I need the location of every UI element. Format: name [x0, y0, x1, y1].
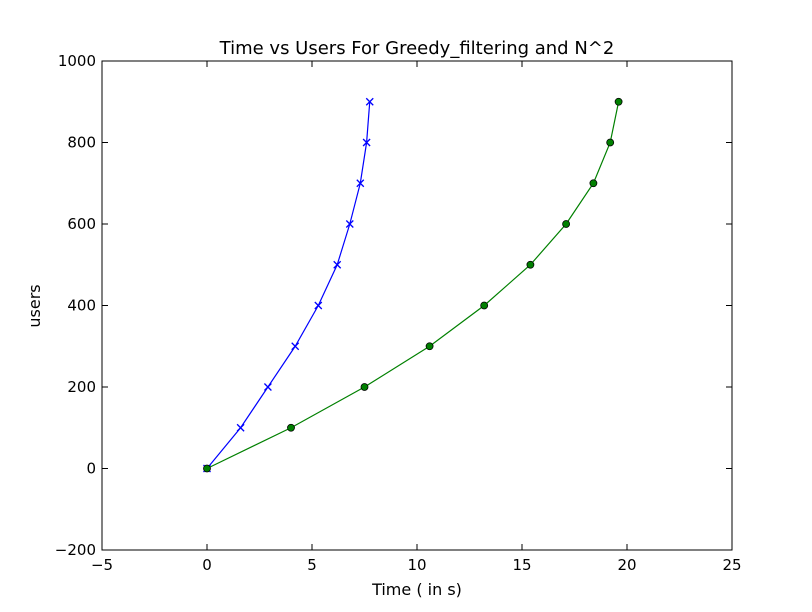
series-2-point [562, 220, 570, 228]
point-stroke [356, 179, 365, 188]
y-tick-label: 800 [67, 134, 96, 152]
x-tick-label: 15 [512, 556, 531, 574]
point-stroke [333, 260, 342, 269]
plot-area: −5 0 5 10 15 20 25 −200 0 200 400 600 800 1000 [55, 52, 742, 574]
x-tick-label: 10 [407, 556, 426, 574]
series-1-line [206, 101, 371, 469]
point-stroke [362, 138, 371, 147]
x-tick-label: −5 [91, 556, 113, 574]
series-2-line [206, 101, 620, 470]
series-1-point [345, 220, 354, 228]
x-tick-label: 20 [617, 556, 636, 574]
x-tick-label: 0 [202, 556, 212, 574]
series-1-point [365, 97, 374, 106]
series-2-point [360, 383, 369, 391]
y-tick-label: 400 [67, 297, 96, 315]
point-stroke [345, 220, 354, 228]
y-tick-label: 200 [67, 378, 96, 396]
series-2-point [614, 97, 623, 106]
x-axis-label: Time ( in s) [371, 580, 462, 599]
y-tick-label: 1000 [58, 52, 96, 70]
chart-title: Time vs Users For Greedy_filtering and N… [219, 38, 615, 59]
point-stroke [365, 97, 374, 106]
plot-frame [101, 60, 733, 551]
point-stroke [236, 423, 245, 432]
point-stroke [263, 383, 272, 391]
series-1-point [362, 138, 371, 147]
x-tick-label: 25 [722, 556, 741, 574]
series-1-point [356, 179, 365, 188]
series-2-point [287, 423, 295, 432]
series-2-point [589, 179, 598, 188]
x-tick-label: 5 [307, 556, 317, 574]
series-2-point [425, 342, 434, 351]
point-stroke [291, 342, 300, 351]
series-2-point [526, 260, 535, 269]
series-2-point [203, 464, 211, 473]
series-2-point [480, 301, 489, 310]
y-tick-label: −200 [55, 541, 96, 559]
series-1-point [263, 383, 272, 391]
series-2-point [606, 138, 615, 147]
series-1-point [314, 301, 323, 310]
y-tick-label: 600 [67, 215, 96, 233]
y-axis-label: users [25, 284, 44, 327]
series-1-point [236, 423, 245, 432]
series-1-point [291, 342, 300, 351]
point-stroke [314, 301, 323, 310]
series-1-point [333, 260, 342, 269]
y-tick-label: 0 [86, 460, 96, 478]
